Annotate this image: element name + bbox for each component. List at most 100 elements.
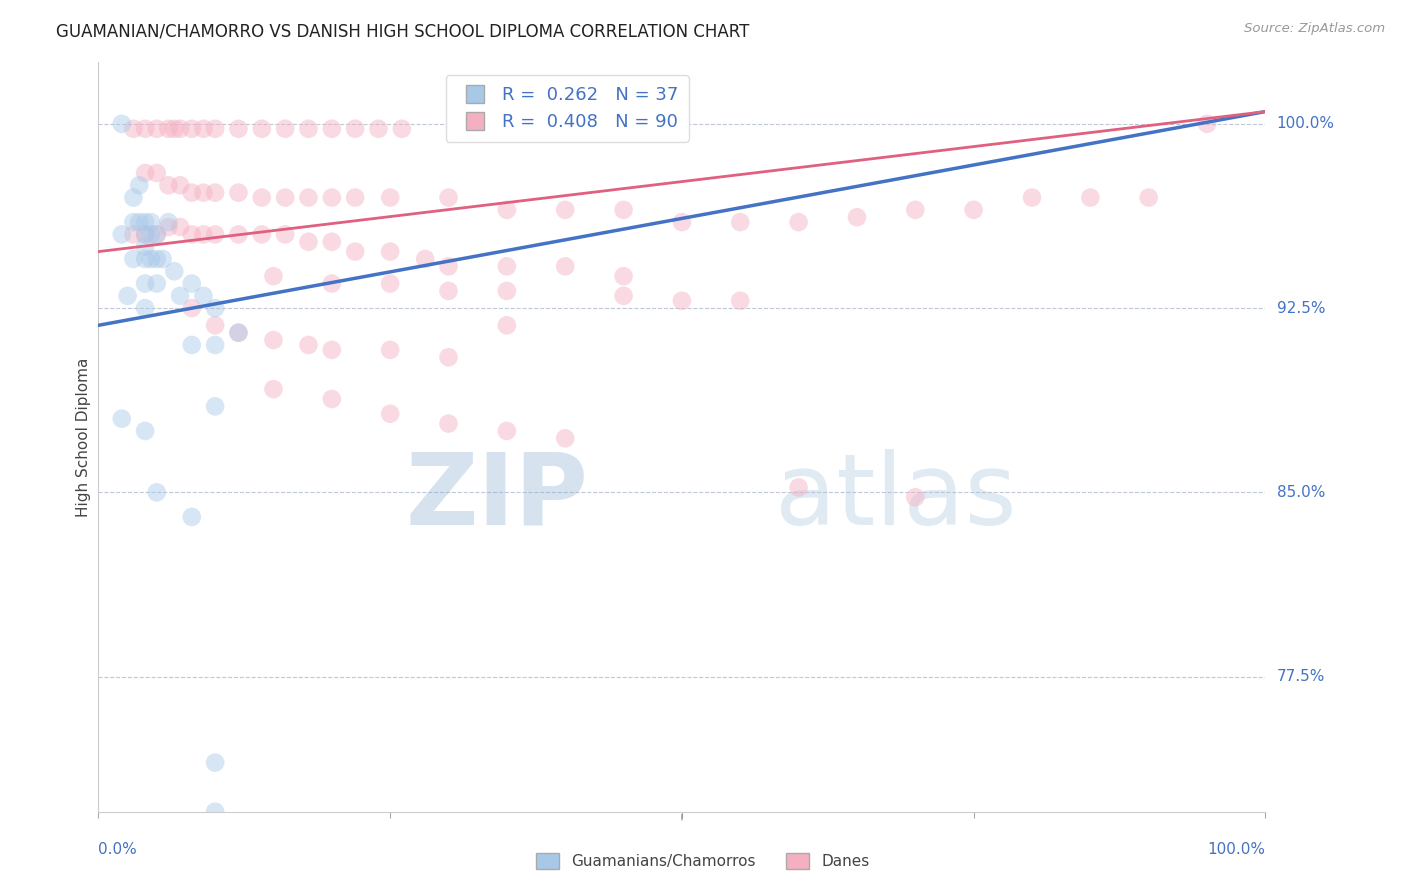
Point	[204, 121, 226, 136]
Point	[169, 220, 191, 235]
Point	[122, 215, 145, 229]
Point	[437, 260, 460, 274]
Point	[262, 382, 284, 396]
Point	[146, 121, 169, 136]
Text: ZIP: ZIP	[406, 449, 589, 546]
Text: GUAMANIAN/CHAMORRO VS DANISH HIGH SCHOOL DIPLOMA CORRELATION CHART: GUAMANIAN/CHAMORRO VS DANISH HIGH SCHOOL…	[56, 22, 749, 40]
Point	[380, 190, 402, 204]
Point	[787, 480, 810, 494]
Point	[204, 338, 226, 352]
Point	[204, 400, 226, 414]
Point	[139, 227, 162, 242]
Point	[496, 318, 519, 333]
Point	[139, 215, 162, 229]
Point	[169, 121, 191, 136]
Point	[193, 121, 215, 136]
Point	[380, 343, 402, 357]
Point	[111, 117, 134, 131]
Point	[730, 293, 752, 308]
Point	[169, 178, 191, 193]
Point	[134, 215, 156, 229]
Text: 92.5%: 92.5%	[1277, 301, 1324, 316]
Point	[846, 211, 869, 225]
Point	[146, 227, 169, 242]
Point	[344, 244, 367, 259]
Point	[152, 252, 174, 266]
Point	[228, 121, 250, 136]
Point	[122, 227, 145, 242]
Point	[180, 338, 202, 352]
Text: atlas: atlas	[775, 449, 1017, 546]
Point	[139, 252, 162, 266]
Text: 100.0%: 100.0%	[1208, 842, 1265, 857]
Point	[146, 252, 169, 266]
Point	[134, 424, 156, 438]
Point	[122, 190, 145, 204]
Point	[204, 186, 226, 200]
Point	[180, 121, 202, 136]
Point	[437, 350, 460, 364]
Point	[321, 121, 343, 136]
Text: 100.0%: 100.0%	[1277, 116, 1334, 131]
Point	[180, 510, 202, 524]
Point	[134, 121, 156, 136]
Point	[904, 490, 927, 504]
Point	[391, 121, 413, 136]
Point	[962, 202, 984, 217]
Point	[262, 269, 284, 284]
Point	[146, 277, 169, 291]
Point	[904, 202, 927, 217]
Point	[380, 244, 402, 259]
Point	[437, 284, 460, 298]
Point	[180, 277, 202, 291]
Point	[128, 215, 150, 229]
Point	[157, 178, 180, 193]
Point	[554, 260, 576, 274]
Point	[163, 121, 186, 136]
Point	[134, 166, 156, 180]
Point	[344, 121, 367, 136]
Point	[134, 240, 156, 254]
Point	[228, 326, 250, 340]
Text: 85.0%: 85.0%	[1277, 485, 1324, 500]
Point	[380, 407, 402, 421]
Point	[122, 121, 145, 136]
Point	[613, 202, 636, 217]
Point	[228, 227, 250, 242]
Point	[496, 284, 519, 298]
Point	[613, 289, 636, 303]
Y-axis label: High School Diploma: High School Diploma	[76, 358, 91, 516]
Point	[193, 186, 215, 200]
Point	[180, 227, 202, 242]
Point	[204, 318, 226, 333]
Point	[437, 190, 460, 204]
Point	[204, 301, 226, 315]
Point	[146, 166, 169, 180]
Point	[554, 202, 576, 217]
Point	[193, 227, 215, 242]
Point	[554, 431, 576, 445]
Point	[367, 121, 389, 136]
Point	[180, 186, 202, 200]
Point	[228, 186, 250, 200]
Point	[297, 121, 319, 136]
Point	[157, 215, 180, 229]
Point	[204, 805, 226, 819]
Point	[146, 227, 169, 242]
Point	[321, 277, 343, 291]
Point	[1137, 190, 1160, 204]
Point	[321, 392, 343, 406]
Point	[250, 121, 273, 136]
Point	[117, 289, 139, 303]
Point	[134, 252, 156, 266]
Point	[671, 215, 693, 229]
Point	[321, 235, 343, 249]
Legend: R =  0.262   N = 37, R =  0.408   N = 90: R = 0.262 N = 37, R = 0.408 N = 90	[446, 75, 689, 142]
Point	[496, 260, 519, 274]
Point	[344, 190, 367, 204]
Point	[134, 227, 156, 242]
Point	[204, 227, 226, 242]
Point	[111, 227, 134, 242]
Point	[380, 277, 402, 291]
Point	[297, 190, 319, 204]
